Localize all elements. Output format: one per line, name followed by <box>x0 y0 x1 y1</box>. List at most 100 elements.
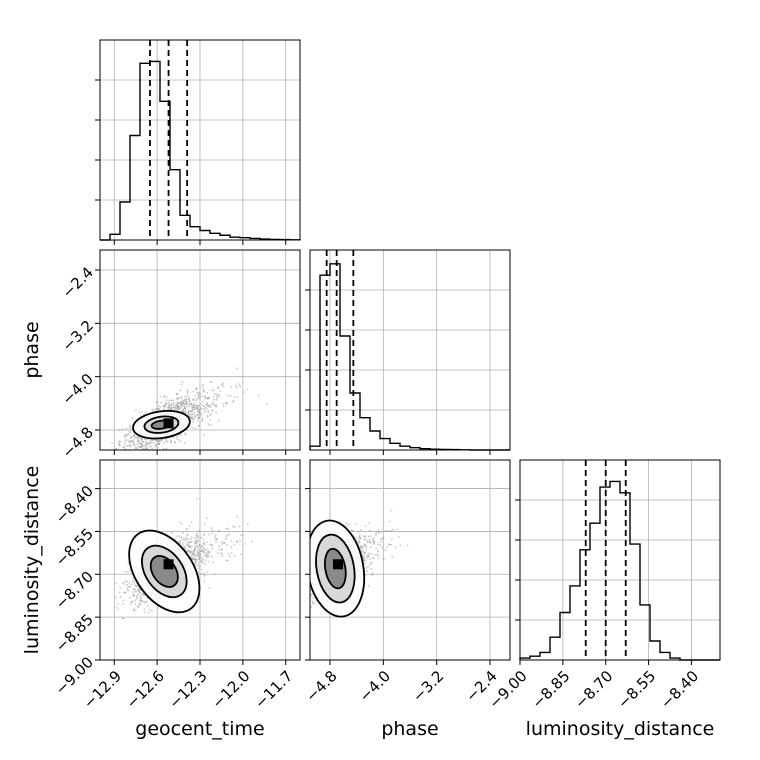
scatter-point <box>197 567 200 570</box>
scatter-point <box>187 411 190 414</box>
scatter-point <box>354 523 357 525</box>
scatter-point <box>358 536 361 538</box>
scatter-point <box>187 409 190 412</box>
scatter-point <box>124 433 127 436</box>
scatter-point <box>196 420 199 422</box>
scatter-point <box>181 400 184 402</box>
scatter-point <box>126 586 129 589</box>
scatter-point <box>177 397 179 400</box>
scatter-point <box>118 591 121 594</box>
scatter-point <box>137 606 140 609</box>
scatter-point <box>200 561 203 564</box>
scatter-point <box>213 404 216 407</box>
scatter-point <box>363 543 366 546</box>
contour-line <box>141 544 188 599</box>
scatter-point <box>195 398 198 401</box>
scatter-point <box>181 381 184 383</box>
scatter-point <box>137 586 140 589</box>
scatter-point <box>390 543 393 546</box>
scatter-point <box>214 534 217 537</box>
scatter-point <box>149 440 152 443</box>
scatter-point <box>207 423 210 426</box>
panel-content <box>303 460 510 660</box>
scatter-point <box>162 405 165 408</box>
scatter-point <box>122 446 124 448</box>
scatter-point <box>192 552 195 554</box>
scatter-point <box>220 548 223 551</box>
scatter-point <box>195 538 197 541</box>
scatter-point <box>148 446 151 448</box>
scatter-point <box>198 397 201 400</box>
scatter-point <box>201 416 204 419</box>
scatter-point <box>190 521 193 523</box>
scatter-point <box>197 396 199 399</box>
scatter-point <box>146 439 148 441</box>
scatter-point <box>310 594 313 596</box>
scatter-point <box>137 604 140 607</box>
scatter-point <box>220 541 223 543</box>
scatter-point <box>129 603 132 606</box>
scatter-point <box>303 581 305 583</box>
x-tick-label: −12.3 <box>166 667 211 712</box>
scatter-point <box>245 388 248 391</box>
scatter-point <box>246 523 249 526</box>
scatter-point <box>122 603 125 605</box>
scatter-point <box>211 561 214 564</box>
scatter-point <box>244 543 247 545</box>
scatter-point <box>239 385 242 388</box>
scatter-point <box>199 406 202 409</box>
scatter-point <box>138 411 141 414</box>
scatter-point <box>358 539 360 542</box>
scatter-point <box>144 601 147 604</box>
scatter-point <box>369 535 372 537</box>
scatter-point <box>141 445 144 448</box>
scatter-point <box>216 387 219 389</box>
scatter-point <box>151 439 153 442</box>
scatter-point <box>381 546 383 549</box>
x-tick-label: −12.6 <box>123 667 168 712</box>
scatter-point <box>188 400 191 403</box>
scatter-point <box>165 396 168 399</box>
scatter-point <box>143 611 146 614</box>
scatter-point <box>195 559 197 562</box>
scatter-point <box>202 547 205 550</box>
joint-panel-geocent_time-luminosity_distance <box>95 459 301 665</box>
scatter-point <box>203 390 206 393</box>
contour-line <box>323 547 347 590</box>
scatter-point <box>366 557 368 559</box>
scatter-point <box>185 396 188 399</box>
scatter-point <box>194 546 196 549</box>
x-tick-label: −8.55 <box>614 667 659 712</box>
scatter-point <box>180 407 183 410</box>
scatter-point <box>383 557 385 560</box>
scatter-point <box>137 445 140 448</box>
scatter-point <box>310 605 313 608</box>
x-tick-label: −4.0 <box>356 667 394 705</box>
scatter-point <box>128 443 131 446</box>
scatter-point <box>304 576 306 578</box>
scatter-point <box>137 436 140 439</box>
scatter-point <box>235 541 238 544</box>
scatter-point <box>164 405 167 408</box>
scatter-point <box>130 429 133 432</box>
scatter-point <box>204 522 206 525</box>
scatter-point <box>135 590 137 593</box>
scatter-point <box>214 404 217 407</box>
scatter-point <box>368 538 371 541</box>
scatter-point <box>134 599 137 602</box>
scatter-point <box>145 453 147 455</box>
scatter-point <box>200 559 203 562</box>
scatter-point <box>227 553 230 555</box>
scatter-point <box>304 606 306 608</box>
scatter-point <box>203 548 206 551</box>
x-axis-label-luminosity_distance: luminosity_distance <box>526 718 715 740</box>
scatter-point <box>218 545 221 548</box>
scatter-point <box>164 438 167 441</box>
scatter-point <box>137 590 140 593</box>
scatter-point <box>181 409 184 412</box>
scatter-point <box>168 402 171 405</box>
scatter-point <box>134 609 137 611</box>
scatter-point <box>161 438 164 441</box>
scatter-point <box>127 434 129 437</box>
scatter-point <box>167 406 169 409</box>
